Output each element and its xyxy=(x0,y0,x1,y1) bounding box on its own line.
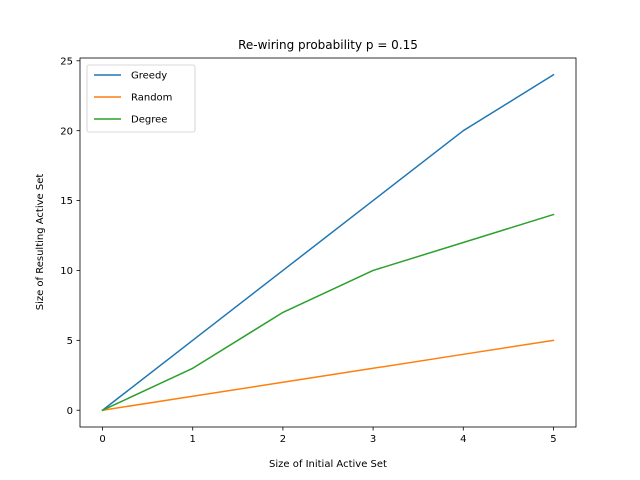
x-tick-label: 3 xyxy=(370,434,376,445)
x-tick-label: 1 xyxy=(190,434,196,445)
series-line-greedy xyxy=(101,73,555,412)
y-tick-label: 20 xyxy=(60,126,73,137)
y-axis-label: Size of Resulting Active Set xyxy=(35,174,46,311)
x-axis-label: Size of Initial Active Set xyxy=(269,459,387,470)
y-tick-label: 10 xyxy=(60,266,73,277)
y-tick-label: 0 xyxy=(67,406,73,417)
x-tick-label: 0 xyxy=(99,434,105,445)
legend-label-random: Random xyxy=(131,93,172,104)
legend-box xyxy=(86,64,196,133)
plot-frame xyxy=(79,57,577,428)
legend: Greedy Random Degree xyxy=(86,64,196,133)
chart-title: Re-wiring probability p = 0.15 xyxy=(238,38,418,52)
legend-label-degree: Degree xyxy=(131,115,167,126)
y-tick-label: 15 xyxy=(60,196,73,207)
y-tick-label: 5 xyxy=(67,336,73,347)
x-tick-label: 4 xyxy=(460,434,466,445)
legend-label-greedy: Greedy xyxy=(131,71,167,82)
series-line-degree xyxy=(101,213,555,412)
x-axis: 0 1 2 3 4 5 xyxy=(99,427,557,445)
x-tick-label: 2 xyxy=(280,434,286,445)
series-line-random xyxy=(101,339,555,412)
y-tick-label: 25 xyxy=(60,56,73,67)
series-layer xyxy=(101,73,555,412)
x-tick-label: 5 xyxy=(550,434,556,445)
y-axis: 0 5 10 15 20 25 xyxy=(60,56,80,417)
